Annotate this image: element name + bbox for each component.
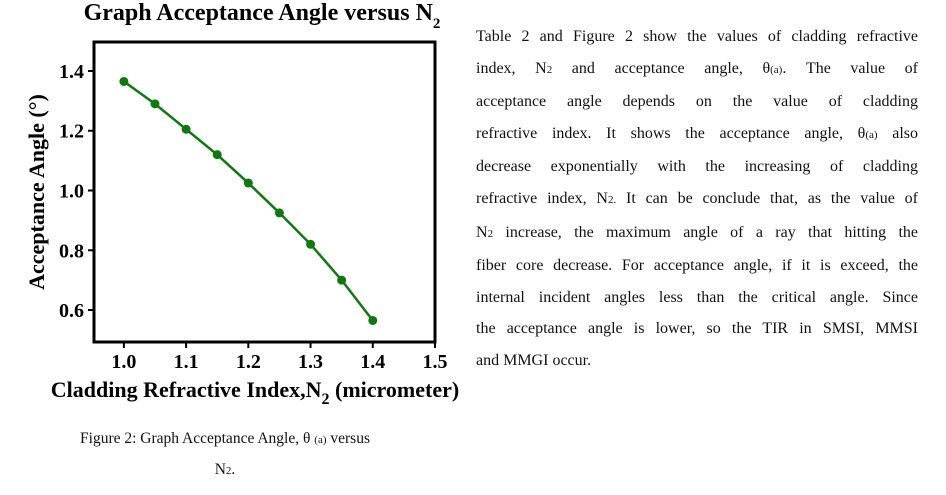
x-tick-label: 1.2: [236, 351, 261, 373]
data-point: [243, 178, 253, 188]
text-line: N2.: [40, 455, 410, 486]
text-run: . The value of: [782, 59, 918, 77]
y-tick-label: 0.8: [59, 240, 84, 262]
y-axis-label: Acceptance Angle (°): [24, 94, 49, 290]
data-line: [123, 80, 374, 322]
text-line: decrease exponentially with the increasi…: [476, 151, 918, 183]
text-run: versus: [326, 430, 370, 447]
subscript: (a): [314, 434, 327, 446]
subscript: (a): [770, 63, 783, 76]
text-run: acceptance angle depends on the value of…: [476, 93, 918, 111]
text-run: Figure 2: Graph Acceptance Angle, θ: [80, 430, 315, 447]
text-run: decrease exponentially with the increasi…: [476, 158, 918, 176]
chart-title: Graph Acceptance Angle versus N2: [84, 0, 441, 32]
data-point: [368, 315, 378, 325]
text-line: Figure 2: Graph Acceptance Angle, θ (a) …: [40, 424, 410, 455]
y-tick-label: 0.6: [59, 300, 84, 322]
data-point: [119, 76, 129, 86]
data-point: [337, 275, 347, 285]
text-line: refractive index. It shows the acceptanc…: [476, 118, 918, 152]
x-axis-label: Cladding Refractive Index,N2 (micrometer…: [51, 377, 459, 408]
text-run: fiber core decrease. For acceptance angl…: [476, 257, 918, 275]
text-run: and MMGI occur.: [476, 351, 592, 369]
subscript: (a): [865, 128, 878, 141]
data-point: [274, 208, 284, 218]
subscript: 2: [225, 465, 232, 477]
text-line: N2 increase, the maximum angle of a ray …: [476, 217, 918, 251]
text-run: also: [877, 124, 918, 142]
text-line: index, N2 and acceptance angle, θ(a). Th…: [476, 53, 918, 87]
x-tick-label: 1.5: [423, 351, 448, 373]
text-line: acceptance angle depends on the value of…: [476, 86, 918, 118]
text-line: internal incident angles less than the c…: [476, 282, 918, 314]
subscript: 2: [487, 227, 494, 240]
x-tick-label: 1.0: [111, 351, 136, 373]
xlabel-subscript: 2: [322, 391, 330, 408]
figure-caption: Figure 2: Graph Acceptance Angle, θ (a) …: [40, 424, 410, 486]
text-run: index, N: [476, 59, 547, 77]
text-line: refractive index, N2. It can be conclude…: [476, 183, 918, 217]
y-tick-label: 1.4: [59, 61, 84, 83]
text-run: the acceptance angle is lower, so the TI…: [476, 320, 918, 338]
body-paragraph: Table 2 and Figure 2 show the values of …: [476, 21, 918, 377]
x-tick-label: 1.4: [360, 351, 385, 373]
data-point: [181, 124, 191, 134]
text-run: It can be conclude that, as the value of: [616, 189, 918, 207]
title-subscript: 2: [433, 16, 441, 32]
x-tick-label: 1.1: [174, 351, 199, 373]
data-point: [212, 150, 222, 160]
xlabel-suffix: (micrometer): [330, 377, 460, 402]
text-line: Table 2 and Figure 2 show the values of …: [476, 21, 918, 53]
xlabel-text: Cladding Refractive Index,N: [51, 377, 322, 402]
title-text: Graph Acceptance Angle versus N: [84, 0, 434, 26]
plot-frame: [92, 40, 437, 344]
text-run: Table 2 and Figure 2 show the values of …: [476, 28, 918, 45]
chart: Graph Acceptance Angle versus N2 Claddin…: [24, 0, 459, 408]
text-line: the acceptance angle is lower, so the TI…: [476, 313, 918, 345]
data-point: [150, 99, 160, 109]
text-line: and MMGI occur.: [476, 345, 918, 377]
text-run: internal incident angles less than the c…: [476, 288, 918, 306]
y-tick-label: 1.2: [59, 121, 84, 143]
text-run: increase, the maximum angle of a ray tha…: [493, 223, 918, 241]
subscript: 2.: [607, 193, 617, 206]
text-run: N: [214, 461, 226, 478]
y-tick-label: 1.0: [59, 181, 84, 203]
text-run: N: [476, 223, 488, 241]
x-tick-label: 1.3: [298, 351, 323, 373]
text-run: and acceptance angle, θ: [552, 59, 771, 77]
subscript: 2: [546, 63, 553, 76]
data-point: [306, 239, 316, 249]
text-run: refractive index, N: [476, 189, 608, 207]
text-run: .: [231, 461, 236, 478]
text-line: fiber core decrease. For acceptance angl…: [476, 250, 918, 282]
text-run: refractive index. It shows the acceptanc…: [476, 124, 866, 142]
